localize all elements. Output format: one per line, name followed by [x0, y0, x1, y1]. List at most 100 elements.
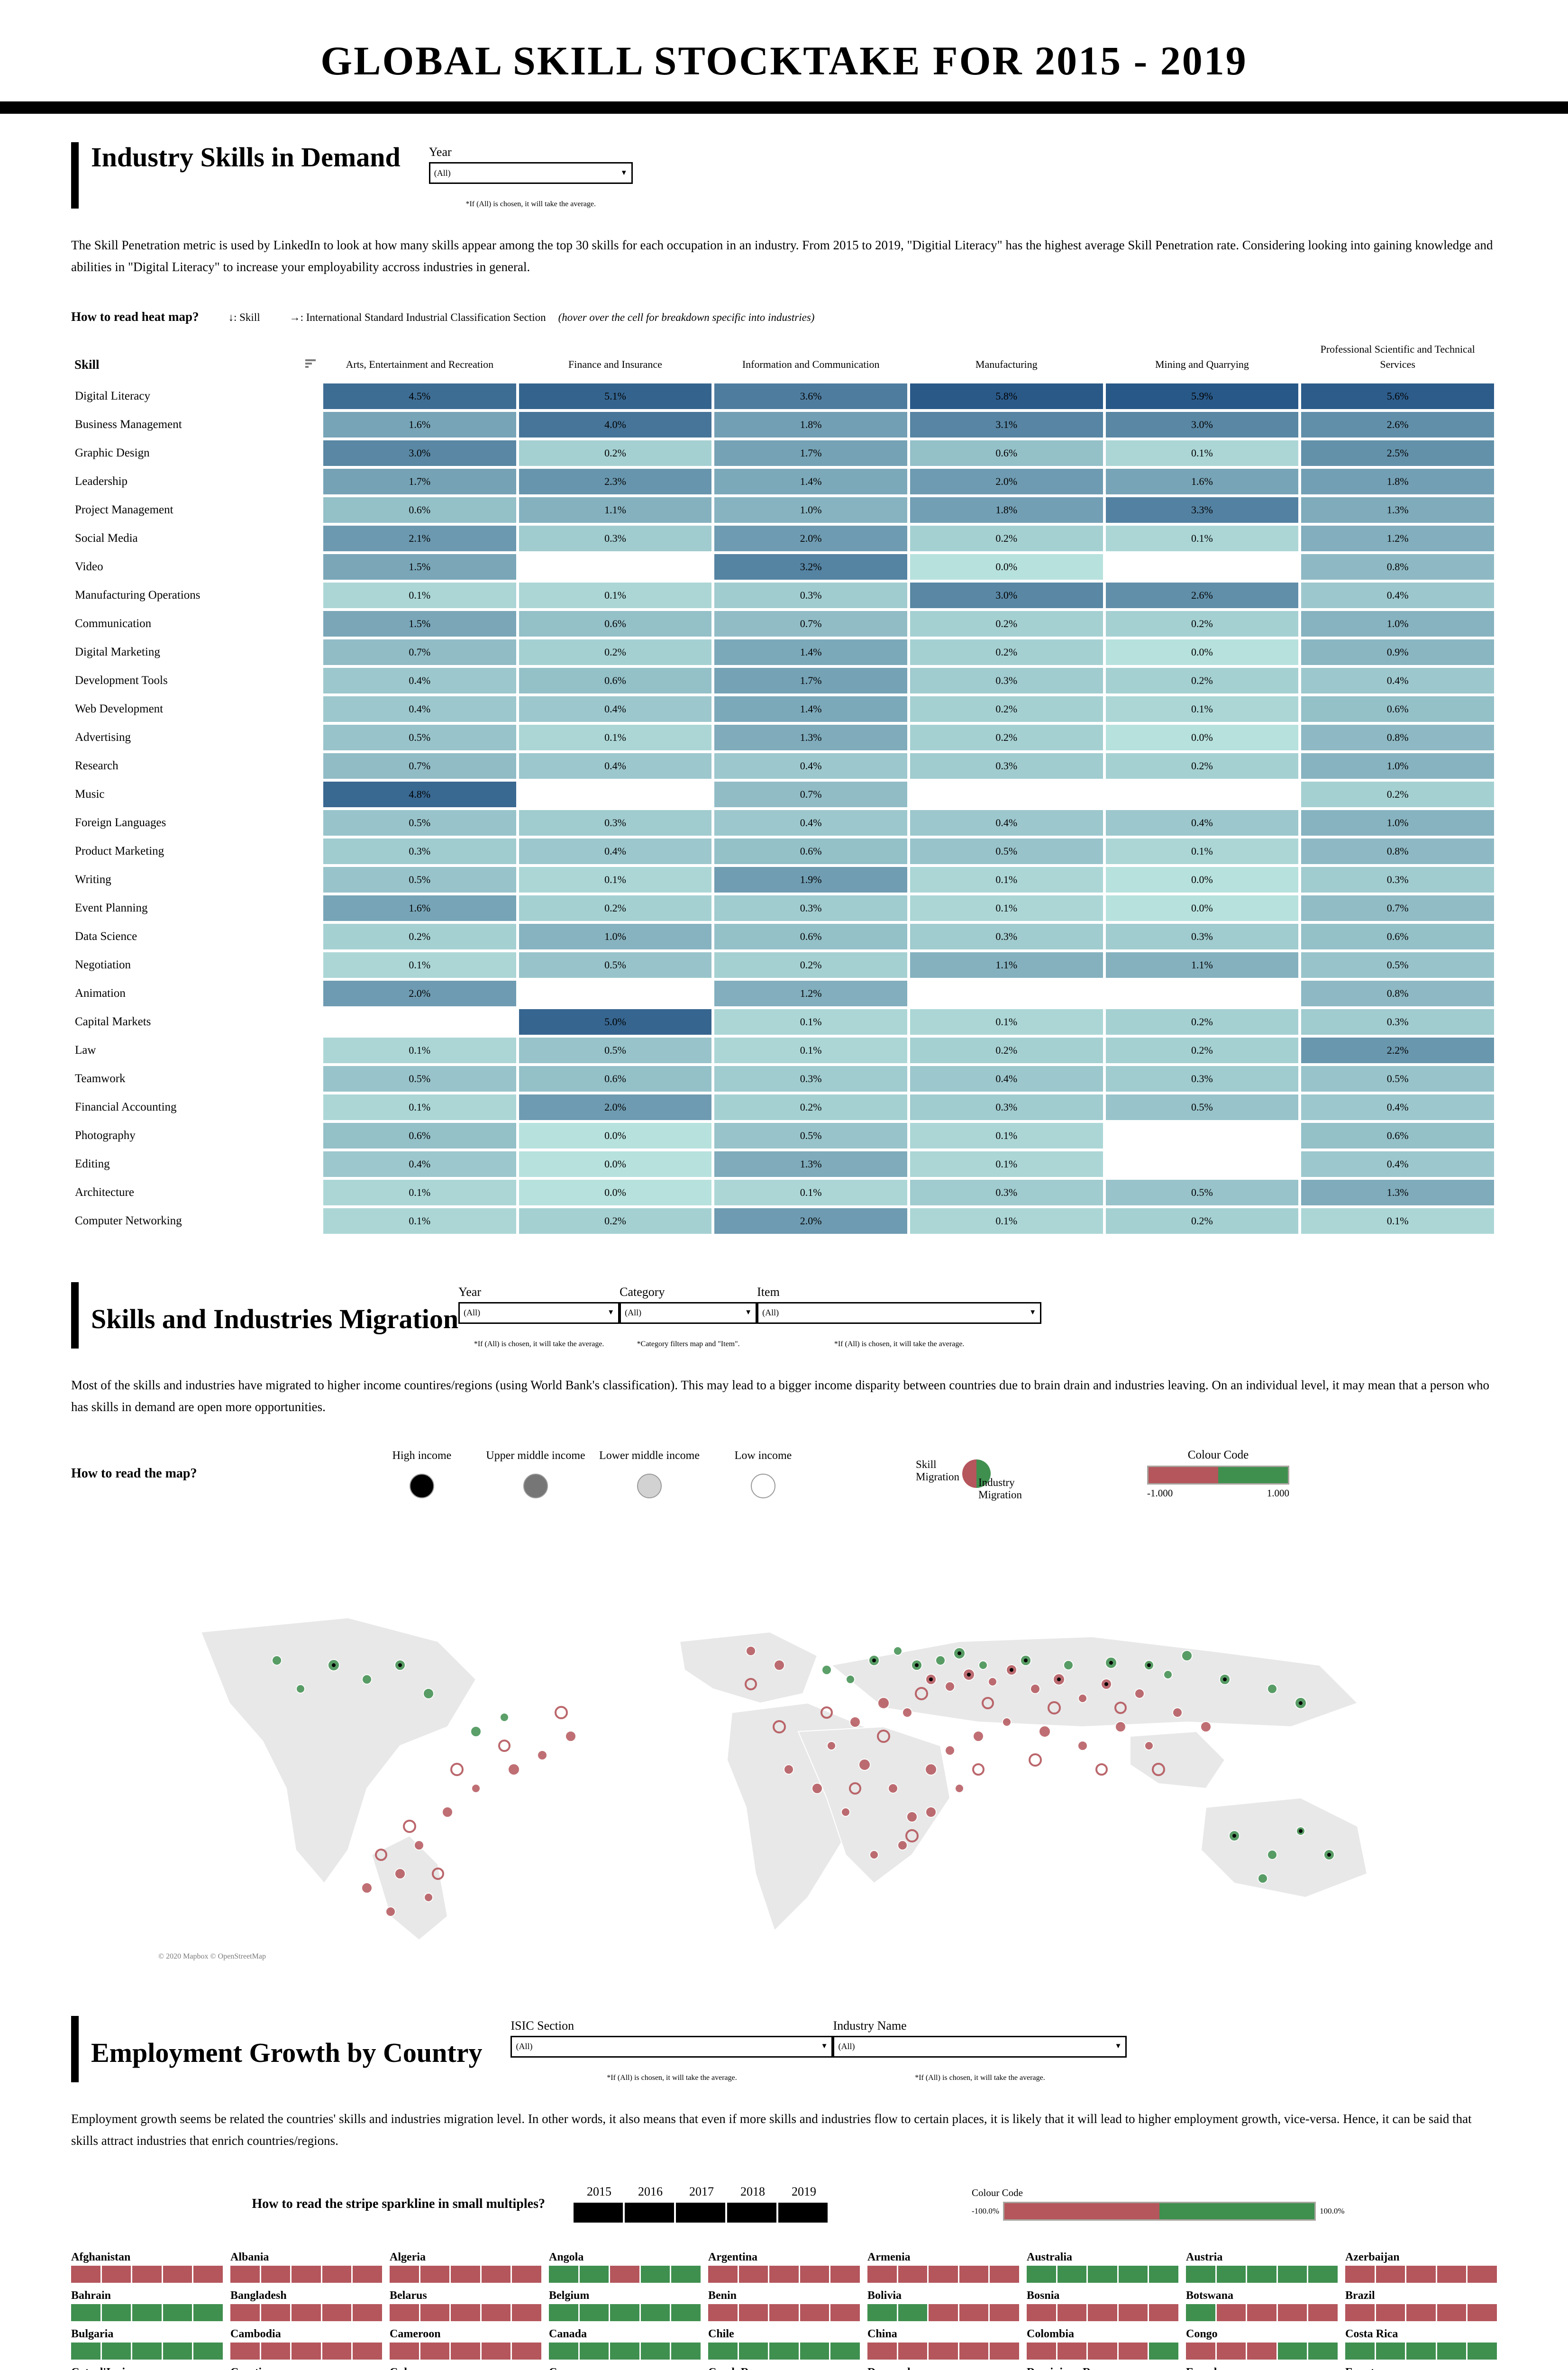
country-stripe[interactable]	[579, 2266, 609, 2283]
country-stripe[interactable]	[830, 2343, 860, 2360]
country-stripe[interactable]	[959, 2343, 989, 2360]
country-stripe[interactable]	[898, 2304, 928, 2322]
country-stripe[interactable]	[1027, 2266, 1056, 2283]
heatmap-cell[interactable]: 0.5%	[323, 724, 516, 750]
country-stripe[interactable]	[1376, 2304, 1405, 2322]
heatmap-cell[interactable]: 0.2%	[1105, 1037, 1299, 1063]
heatmap-cell[interactable]: 0.0%	[1105, 895, 1299, 921]
country-stripe[interactable]	[353, 2343, 382, 2360]
heatmap-cell[interactable]: 0.3%	[1301, 1009, 1494, 1035]
heatmap-cell[interactable]: 2.0%	[714, 525, 907, 551]
country-stripe[interactable]	[610, 2266, 639, 2283]
country-sparkline[interactable]: Belarus	[390, 2289, 541, 2322]
country-stripe[interactable]	[671, 2266, 701, 2283]
heatmap-cell[interactable]: 0.2%	[1301, 781, 1494, 807]
country-stripe[interactable]	[390, 2343, 419, 2360]
heatmap-cell[interactable]: 0.2%	[1105, 667, 1299, 693]
heatmap-cell[interactable]: 0.4%	[323, 667, 516, 693]
country-stripe[interactable]	[708, 2266, 738, 2283]
heatmap-cell[interactable]: 0.1%	[519, 724, 712, 750]
heatmap-cell[interactable]: 0.0%	[1105, 639, 1299, 665]
heatmap-cell[interactable]: 0.1%	[323, 1208, 516, 1234]
heatmap-row-label[interactable]: Project Management	[75, 503, 173, 516]
heatmap-cell[interactable]: 2.2%	[1301, 1037, 1494, 1063]
country-stripe[interactable]	[800, 2266, 830, 2283]
filter-migration-year-select[interactable]: (All) ▼	[458, 1302, 620, 1324]
heatmap-cell[interactable]: 4.5%	[323, 383, 516, 409]
heatmap-cell[interactable]: 1.2%	[1301, 525, 1494, 551]
heatmap-col-header[interactable]: Manufacturing	[975, 358, 1038, 370]
heatmap-cell[interactable]: 0.7%	[323, 753, 516, 779]
country-sparkline[interactable]: Bahrain	[71, 2289, 223, 2322]
heatmap-cell[interactable]: 0.6%	[1301, 696, 1494, 722]
heatmap-cell[interactable]: 0.1%	[323, 1037, 516, 1063]
country-stripe[interactable]	[512, 2343, 541, 2360]
country-stripe[interactable]	[1149, 2266, 1178, 2283]
heatmap-row-label[interactable]: Data Science	[75, 930, 137, 943]
heatmap-cell[interactable]: 1.7%	[323, 468, 516, 494]
heatmap-cell[interactable]: 1.2%	[714, 980, 907, 1006]
country-sparkline[interactable]: Afghanistan	[71, 2251, 223, 2283]
country-stripe[interactable]	[990, 2266, 1019, 2283]
heatmap-col-header[interactable]: Arts, Entertainment and Recreation	[346, 358, 494, 370]
country-stripe[interactable]	[132, 2343, 162, 2360]
country-stripe[interactable]	[1277, 2343, 1307, 2360]
heatmap-cell[interactable]: 0.6%	[323, 1122, 516, 1149]
country-sparkline[interactable]: Cote d'Ivoire	[71, 2366, 223, 2370]
country-sparkline[interactable]: Czech Rep	[708, 2366, 860, 2370]
country-stripe[interactable]	[1437, 2266, 1467, 2283]
country-stripe[interactable]	[1247, 2266, 1276, 2283]
heatmap-cell[interactable]: 0.7%	[1301, 895, 1494, 921]
heatmap-cell[interactable]: 1.3%	[714, 724, 907, 750]
heatmap-cell[interactable]: 0.3%	[1105, 923, 1299, 949]
country-sparkline[interactable]: Cambodia	[230, 2328, 382, 2360]
heatmap-row-label[interactable]: Manufacturing Operations	[75, 588, 201, 602]
heatmap-row-label[interactable]: Music	[75, 787, 105, 801]
heatmap-cell[interactable]: 0.1%	[910, 1151, 1103, 1177]
country-stripe[interactable]	[71, 2304, 100, 2322]
country-stripe[interactable]	[71, 2266, 100, 2283]
heatmap-row-label[interactable]: Digital Marketing	[75, 645, 160, 658]
heatmap-cell[interactable]: 1.1%	[1105, 952, 1299, 978]
country-stripe[interactable]	[1406, 2304, 1436, 2322]
heatmap-cell[interactable]: 1.7%	[714, 440, 907, 466]
heatmap-cell[interactable]: 0.6%	[1301, 1122, 1494, 1149]
filter-category-select[interactable]: (All) ▼	[620, 1302, 757, 1324]
heatmap-cell[interactable]: 0.0%	[519, 1179, 712, 1205]
country-stripe[interactable]	[322, 2343, 352, 2360]
heatmap-cell[interactable]: 0.6%	[323, 497, 516, 523]
country-stripe[interactable]	[1216, 2266, 1246, 2283]
country-sparkline[interactable]: Dominican Rep	[1027, 2366, 1178, 2370]
heatmap-cell[interactable]: 0.5%	[1105, 1179, 1299, 1205]
heatmap-cell[interactable]: 3.3%	[1105, 497, 1299, 523]
country-stripe[interactable]	[738, 2266, 768, 2283]
country-stripe[interactable]	[451, 2266, 480, 2283]
country-stripe[interactable]	[230, 2343, 260, 2360]
country-stripe[interactable]	[671, 2343, 701, 2360]
country-stripe[interactable]	[420, 2304, 450, 2322]
country-stripe[interactable]	[929, 2266, 958, 2283]
country-stripe[interactable]	[1216, 2343, 1246, 2360]
heatmap-row-label[interactable]: Research	[75, 759, 119, 772]
heatmap-cell[interactable]: 0.3%	[714, 1066, 907, 1092]
heatmap-cell[interactable]: 0.3%	[1301, 866, 1494, 893]
heatmap-cell[interactable]: 0.8%	[1301, 724, 1494, 750]
country-sparkline[interactable]: Ecuador	[1186, 2366, 1338, 2370]
country-stripe[interactable]	[1057, 2266, 1087, 2283]
heatmap-cell[interactable]: 0.1%	[323, 952, 516, 978]
heatmap-cell[interactable]: 0.7%	[714, 781, 907, 807]
heatmap-cell[interactable]: 0.1%	[323, 1179, 516, 1205]
country-stripe[interactable]	[1247, 2343, 1276, 2360]
heatmap-cell[interactable]: 0.3%	[910, 667, 1103, 693]
country-stripe[interactable]	[640, 2304, 670, 2322]
filter-year-select[interactable]: (All) ▼	[428, 162, 633, 184]
heatmap-cell[interactable]: 5.1%	[519, 383, 712, 409]
heatmap-cell[interactable]: 0.9%	[1301, 639, 1494, 665]
heatmap-cell[interactable]: 0.4%	[519, 838, 712, 864]
country-stripe[interactable]	[353, 2304, 382, 2322]
heatmap-cell[interactable]: 3.2%	[714, 554, 907, 580]
country-sparkline[interactable]: Costa Rica	[1345, 2328, 1497, 2360]
heatmap-cell[interactable]: 2.5%	[1301, 440, 1494, 466]
country-stripe[interactable]	[800, 2304, 830, 2322]
country-stripe[interactable]	[1468, 2266, 1497, 2283]
